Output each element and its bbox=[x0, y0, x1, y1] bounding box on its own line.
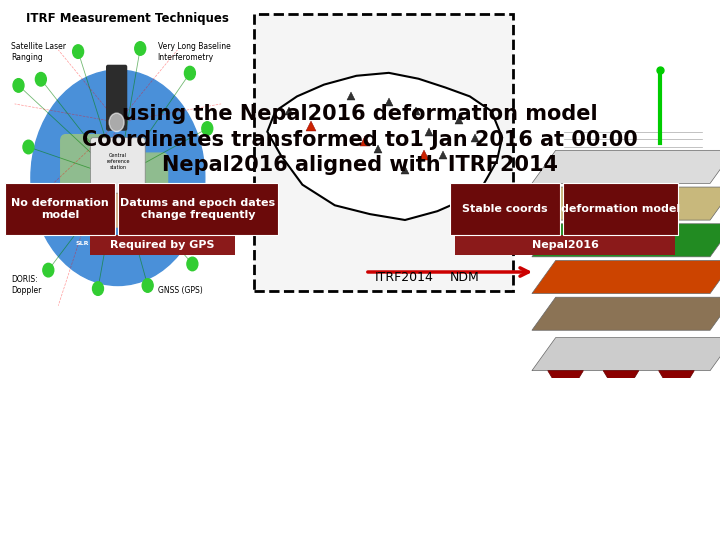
FancyBboxPatch shape bbox=[118, 183, 278, 235]
Text: Central
reference
station: Central reference station bbox=[106, 153, 130, 170]
Polygon shape bbox=[532, 260, 720, 294]
Circle shape bbox=[184, 66, 195, 80]
Circle shape bbox=[31, 70, 204, 286]
Text: Nepal2016: Nepal2016 bbox=[531, 240, 598, 250]
Text: Coordinates transformed to1 Jan 2016 at 00:00: Coordinates transformed to1 Jan 2016 at … bbox=[82, 130, 638, 150]
FancyBboxPatch shape bbox=[563, 183, 678, 235]
FancyBboxPatch shape bbox=[135, 153, 168, 206]
Circle shape bbox=[143, 279, 153, 292]
Polygon shape bbox=[532, 338, 720, 370]
Polygon shape bbox=[267, 73, 502, 220]
Text: SLR: SLR bbox=[76, 241, 89, 246]
Circle shape bbox=[135, 42, 145, 55]
Polygon shape bbox=[532, 224, 720, 257]
Circle shape bbox=[109, 113, 124, 132]
FancyBboxPatch shape bbox=[5, 183, 115, 235]
Text: Required by GPS: Required by GPS bbox=[110, 240, 215, 250]
FancyBboxPatch shape bbox=[103, 147, 138, 227]
Polygon shape bbox=[532, 297, 720, 330]
Text: NDM: NDM bbox=[450, 271, 480, 284]
FancyBboxPatch shape bbox=[450, 183, 560, 235]
Text: No deformation
model: No deformation model bbox=[11, 198, 109, 220]
Circle shape bbox=[20, 208, 32, 221]
Text: DORIS: DORIS bbox=[101, 241, 123, 246]
Circle shape bbox=[23, 140, 34, 154]
Text: Stable coords: Stable coords bbox=[462, 204, 548, 214]
FancyBboxPatch shape bbox=[90, 235, 235, 255]
Polygon shape bbox=[532, 150, 720, 184]
Text: GNSS (GPS): GNSS (GPS) bbox=[158, 286, 202, 295]
Circle shape bbox=[187, 257, 198, 271]
Text: Satellite Laser
Ranging: Satellite Laser Ranging bbox=[11, 42, 66, 62]
Text: ITRF Measurement Techniques: ITRF Measurement Techniques bbox=[27, 11, 229, 24]
Text: GNSS: GNSS bbox=[155, 241, 175, 246]
Circle shape bbox=[207, 190, 217, 203]
Text: deformation model: deformation model bbox=[561, 204, 680, 214]
Circle shape bbox=[43, 264, 54, 277]
Text: Very Long Baseline
Interferometry: Very Long Baseline Interferometry bbox=[158, 42, 230, 62]
FancyBboxPatch shape bbox=[455, 235, 675, 255]
Text: using the Nepal2016 deformation model: using the Nepal2016 deformation model bbox=[122, 104, 598, 124]
Circle shape bbox=[73, 45, 84, 58]
Text: Nepal2016 aligned with ITRF2014: Nepal2016 aligned with ITRF2014 bbox=[162, 155, 558, 175]
Circle shape bbox=[202, 122, 212, 136]
Polygon shape bbox=[548, 370, 583, 400]
Text: VLBI: VLBI bbox=[132, 241, 149, 246]
Circle shape bbox=[93, 282, 104, 295]
Text: DORIS:
Doppler: DORIS: Doppler bbox=[11, 275, 42, 295]
Polygon shape bbox=[532, 187, 720, 220]
Polygon shape bbox=[603, 370, 639, 400]
FancyBboxPatch shape bbox=[91, 138, 145, 193]
FancyBboxPatch shape bbox=[60, 134, 105, 202]
Circle shape bbox=[13, 79, 24, 92]
Text: ITRF2014: ITRF2014 bbox=[375, 271, 434, 284]
Polygon shape bbox=[659, 370, 694, 400]
Text: Datums and epoch dates
change frequently: Datums and epoch dates change frequently bbox=[120, 198, 276, 220]
Circle shape bbox=[35, 72, 46, 86]
FancyBboxPatch shape bbox=[107, 65, 127, 130]
